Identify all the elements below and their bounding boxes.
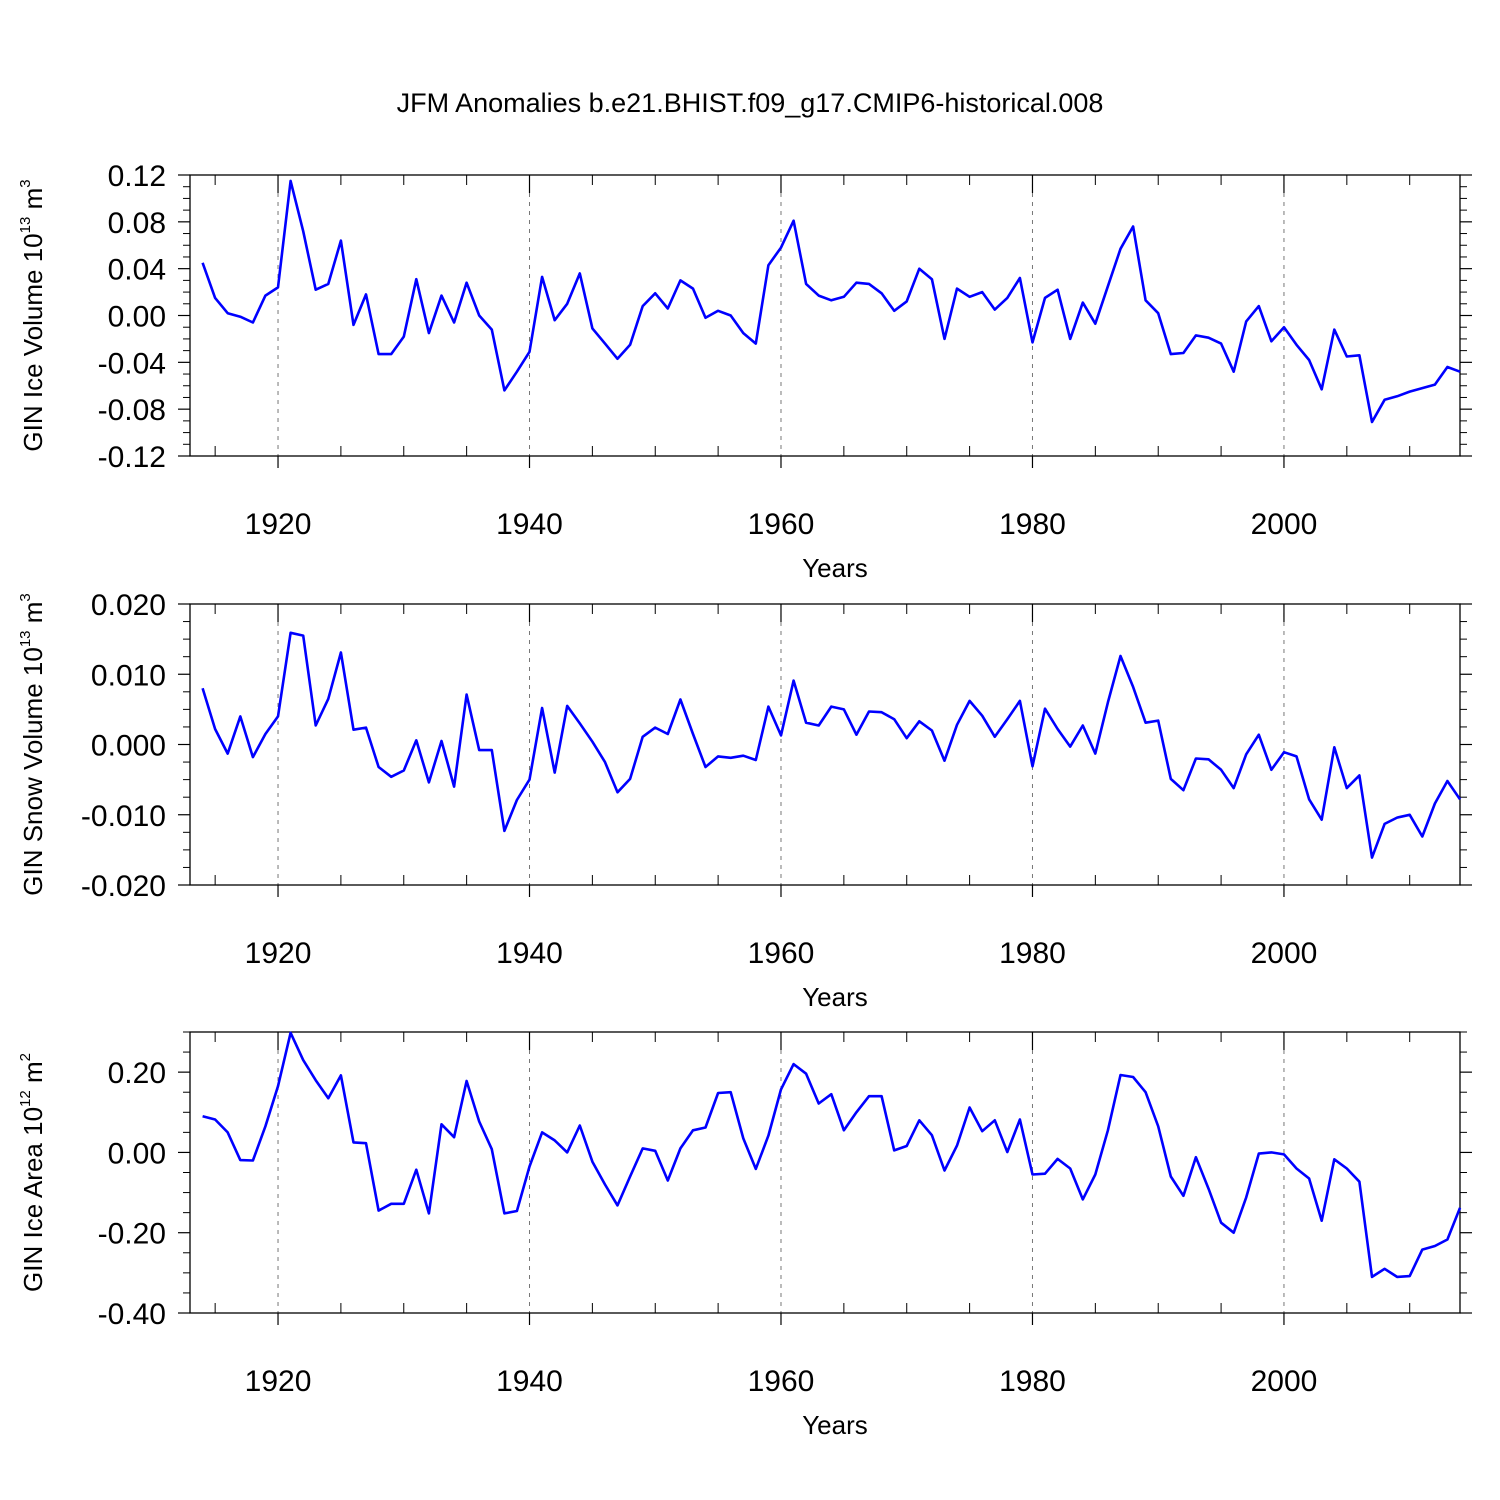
x-tick-label: 1940 xyxy=(496,508,563,541)
y-tick-label: 0.010 xyxy=(91,659,166,692)
x-axis-title: Years xyxy=(802,982,868,1012)
y-tick-label: 0.000 xyxy=(91,730,166,763)
x-axis-title: Years xyxy=(802,1410,868,1440)
x-tick-label: 1960 xyxy=(748,508,815,541)
y-tick-label: 0.020 xyxy=(91,589,166,622)
x-tick-label: 1980 xyxy=(999,937,1066,970)
x-tick-label: 1940 xyxy=(496,1365,563,1398)
x-tick-label: 1960 xyxy=(748,1365,815,1398)
y-tick-label: -0.010 xyxy=(81,800,166,833)
y-tick-label: 0.00 xyxy=(108,1137,166,1170)
y-tick-label: -0.20 xyxy=(98,1218,166,1251)
x-tick-label: 2000 xyxy=(1251,508,1318,541)
y-tick-label: -0.020 xyxy=(81,870,166,903)
y-axis-title: GIN Ice Volume 1013 m3 xyxy=(17,179,48,451)
y-tick-label: -0.12 xyxy=(98,441,166,474)
x-tick-label: 1960 xyxy=(748,937,815,970)
y-axis-title: GIN Ice Area 1012 m2 xyxy=(17,1053,48,1292)
data-series-line xyxy=(201,179,1461,424)
x-tick-label: 2000 xyxy=(1251,1365,1318,1398)
x-tick-label: 1980 xyxy=(999,508,1066,541)
figure-title: JFM Anomalies b.e21.BHIST.f09_g17.CMIP6-… xyxy=(397,88,1104,118)
x-tick-label: 1920 xyxy=(245,937,312,970)
data-series-line xyxy=(202,1031,1462,1279)
x-tick-label: 1940 xyxy=(496,937,563,970)
chart-panels: -0.12 -0.08 -0.04 0.00 0.04 0.08 0.12 1920 1940 1… xyxy=(17,160,1472,1440)
chart-panel-1: -0.12 -0.08 -0.04 0.00 0.04 0.08 0.12 1920 1940 1… xyxy=(17,160,1472,583)
y-tick-label: 0.08 xyxy=(108,207,166,240)
x-axis-title: Years xyxy=(802,553,868,583)
y-tick-label: 0.00 xyxy=(108,301,166,334)
y-tick-label: 0.12 xyxy=(108,160,166,193)
x-tick-label: 2000 xyxy=(1251,937,1318,970)
y-tick-label: -0.08 xyxy=(98,394,166,427)
y-axis-title: GIN Snow Volume 1013 m3 xyxy=(17,593,48,896)
plot-frame xyxy=(189,1031,1461,1314)
y-tick-label: -0.04 xyxy=(98,347,166,380)
data-series-line xyxy=(201,631,1462,859)
x-tick-label: 1920 xyxy=(245,1365,312,1398)
x-tick-label: 1920 xyxy=(245,508,312,541)
plot-frame xyxy=(189,174,1461,457)
chart-panel-2: -0.020 -0.010 0.000 0.010 0.020 1920 1940 1960 1… xyxy=(17,589,1472,1012)
y-tick-label: -0.40 xyxy=(98,1298,166,1331)
x-tick-label: 1980 xyxy=(999,1365,1066,1398)
y-tick-label: 0.20 xyxy=(108,1057,166,1090)
chart-panel-3: -0.40 -0.20 0.00 0.20 1920 1940 1960 1980 2000 Ye… xyxy=(17,1031,1472,1440)
plot-frame xyxy=(189,603,1461,886)
y-tick-label: 0.04 xyxy=(108,254,166,287)
